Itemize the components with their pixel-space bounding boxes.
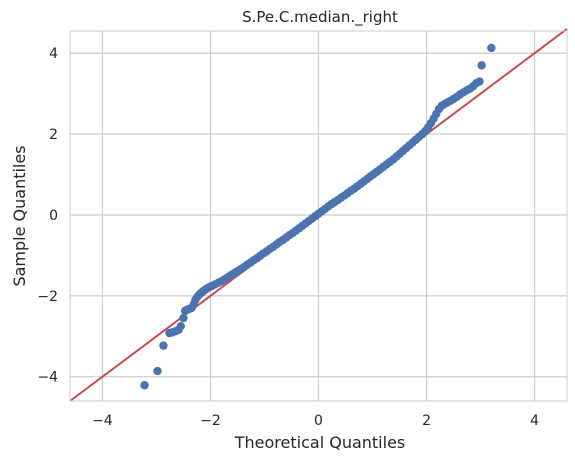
data-point-106: [477, 61, 486, 70]
data-point-0: [140, 381, 149, 390]
data-point-105: [475, 77, 484, 86]
x-tick-label-2: 0: [314, 413, 323, 429]
chart-title: S.Pe.C.median._right: [242, 8, 398, 27]
x-tick-labels: −4 −2 0 2 4: [92, 413, 539, 429]
y-tick-label-2: 0: [49, 208, 58, 224]
y-tick-label-3: 2: [49, 127, 58, 143]
x-axis-label: Theoretical Quantiles: [234, 433, 406, 452]
y-tick-labels: −4 −2 0 2 4: [37, 46, 58, 385]
x-tick-label-4: 4: [530, 413, 539, 429]
data-points: [140, 43, 496, 390]
x-tick-label-0: −4: [92, 413, 113, 429]
data-point-8: [179, 313, 188, 323]
data-point-7: [176, 321, 185, 331]
y-tick-label-4: 4: [49, 46, 58, 62]
y-tick-label-0: −4: [37, 370, 58, 386]
plot-frame: [69, 30, 568, 402]
x-tick-label-1: −2: [200, 413, 221, 429]
data-point-2: [159, 341, 168, 350]
data-point-1: [153, 366, 162, 376]
y-axis-label: Sample Quantiles: [10, 145, 29, 286]
y-tick-label-1: −2: [37, 289, 58, 305]
data-point-107: [487, 43, 496, 53]
x-tick-label-3: 2: [422, 413, 431, 429]
